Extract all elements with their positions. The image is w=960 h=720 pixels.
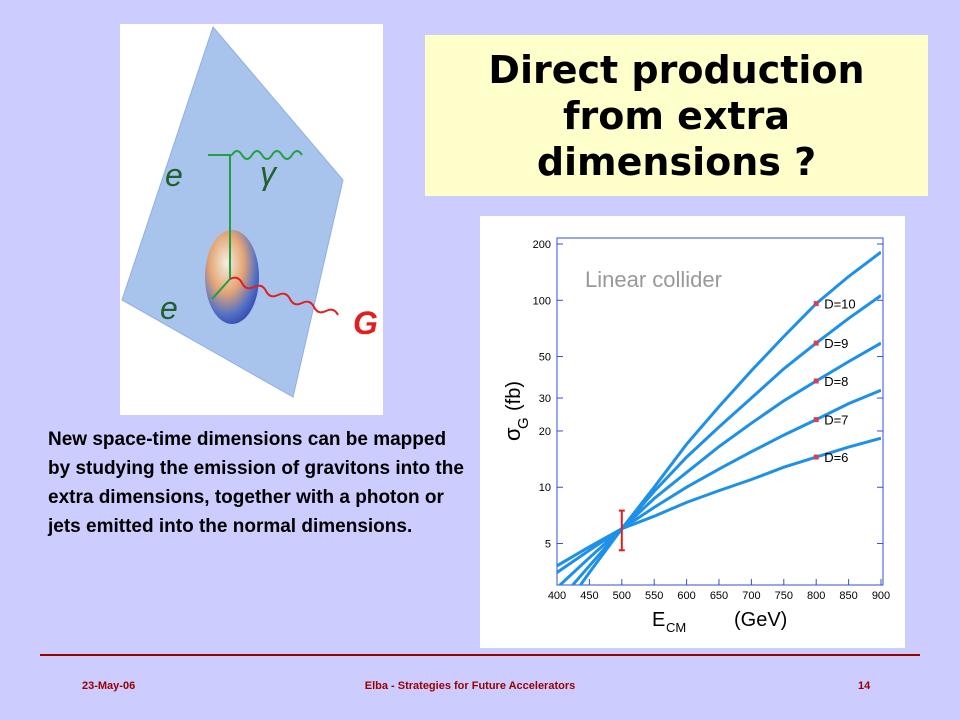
footer-date: 23-May-06 bbox=[82, 680, 136, 692]
plot-frame bbox=[556, 237, 884, 586]
label-e: e bbox=[160, 290, 178, 326]
plot-lines bbox=[557, 250, 881, 585]
x-tick-label: 750 bbox=[775, 590, 793, 602]
y-tick-label: 10 bbox=[539, 482, 551, 494]
y-tick-label: 30 bbox=[539, 393, 551, 405]
slide-title: Direct production from extra dimensions … bbox=[425, 35, 928, 196]
y-tick-label: 200 bbox=[533, 239, 551, 251]
x-tick-label: 400 bbox=[548, 590, 566, 602]
chart: 5 10 20 30 50 100 200 400 450 500 550 600 650 700 750 8… bbox=[500, 237, 890, 635]
x-tick-label: 800 bbox=[807, 590, 825, 602]
x-label-unit: (GeV) bbox=[734, 609, 787, 631]
x-tick-label: 900 bbox=[872, 590, 890, 602]
series-label: D=6 bbox=[824, 450, 848, 465]
series-point bbox=[813, 417, 819, 423]
x-tick-label: 600 bbox=[677, 590, 695, 602]
graviton bbox=[229, 276, 339, 316]
x-tick-label: 450 bbox=[580, 590, 598, 602]
x-tick-label: 500 bbox=[613, 590, 631, 602]
y-tick-label: 50 bbox=[539, 352, 551, 364]
footer-center: Elba - Strategies for Future Accelerator… bbox=[364, 680, 576, 692]
x-tick-label: 850 bbox=[839, 590, 857, 602]
series-label: D=9 bbox=[824, 336, 848, 351]
y-label-main: σ bbox=[500, 427, 525, 441]
series-line bbox=[557, 436, 881, 568]
footer-rule bbox=[40, 654, 920, 656]
label-gamma: γ bbox=[260, 155, 278, 191]
x-label-main: E bbox=[652, 609, 665, 631]
body-text: New space-time dimensions can be mapped … bbox=[48, 429, 464, 537]
photon bbox=[231, 150, 303, 160]
series-line bbox=[570, 294, 881, 585]
series-point bbox=[813, 454, 819, 460]
series-point bbox=[813, 340, 819, 346]
y-tick-label: 20 bbox=[539, 426, 551, 438]
x-tick-label: 550 bbox=[645, 590, 663, 602]
diagram: e γ e G bbox=[121, 25, 378, 398]
y-label: σG (fb) bbox=[500, 381, 532, 441]
diagram-panel: e γ e G bbox=[120, 24, 383, 415]
series-point bbox=[813, 301, 819, 307]
series-line bbox=[557, 341, 881, 585]
y-tick-label: 5 bbox=[545, 539, 551, 551]
brane bbox=[121, 25, 344, 398]
annotation: Linear collider bbox=[585, 267, 722, 292]
footer-page: 14 bbox=[858, 680, 871, 692]
label-e: e bbox=[165, 157, 183, 193]
series-label: D=7 bbox=[824, 413, 848, 428]
series-point bbox=[813, 378, 819, 384]
series-label: D=10 bbox=[824, 297, 855, 312]
y-label-unit: (fb) bbox=[503, 381, 525, 411]
y-tick-label: 100 bbox=[533, 295, 551, 307]
label-g: G bbox=[353, 305, 378, 341]
y-label-sub: G bbox=[515, 417, 532, 429]
x-tick-label: 650 bbox=[710, 590, 728, 602]
chart-panel: 5 10 20 30 50 100 200 400 450 500 550 600 650 700 750 8… bbox=[480, 216, 905, 648]
x-tick-label: 700 bbox=[742, 590, 760, 602]
blob bbox=[205, 230, 259, 324]
series-label: D=8 bbox=[824, 374, 848, 389]
x-label-sub: CM bbox=[666, 620, 686, 635]
